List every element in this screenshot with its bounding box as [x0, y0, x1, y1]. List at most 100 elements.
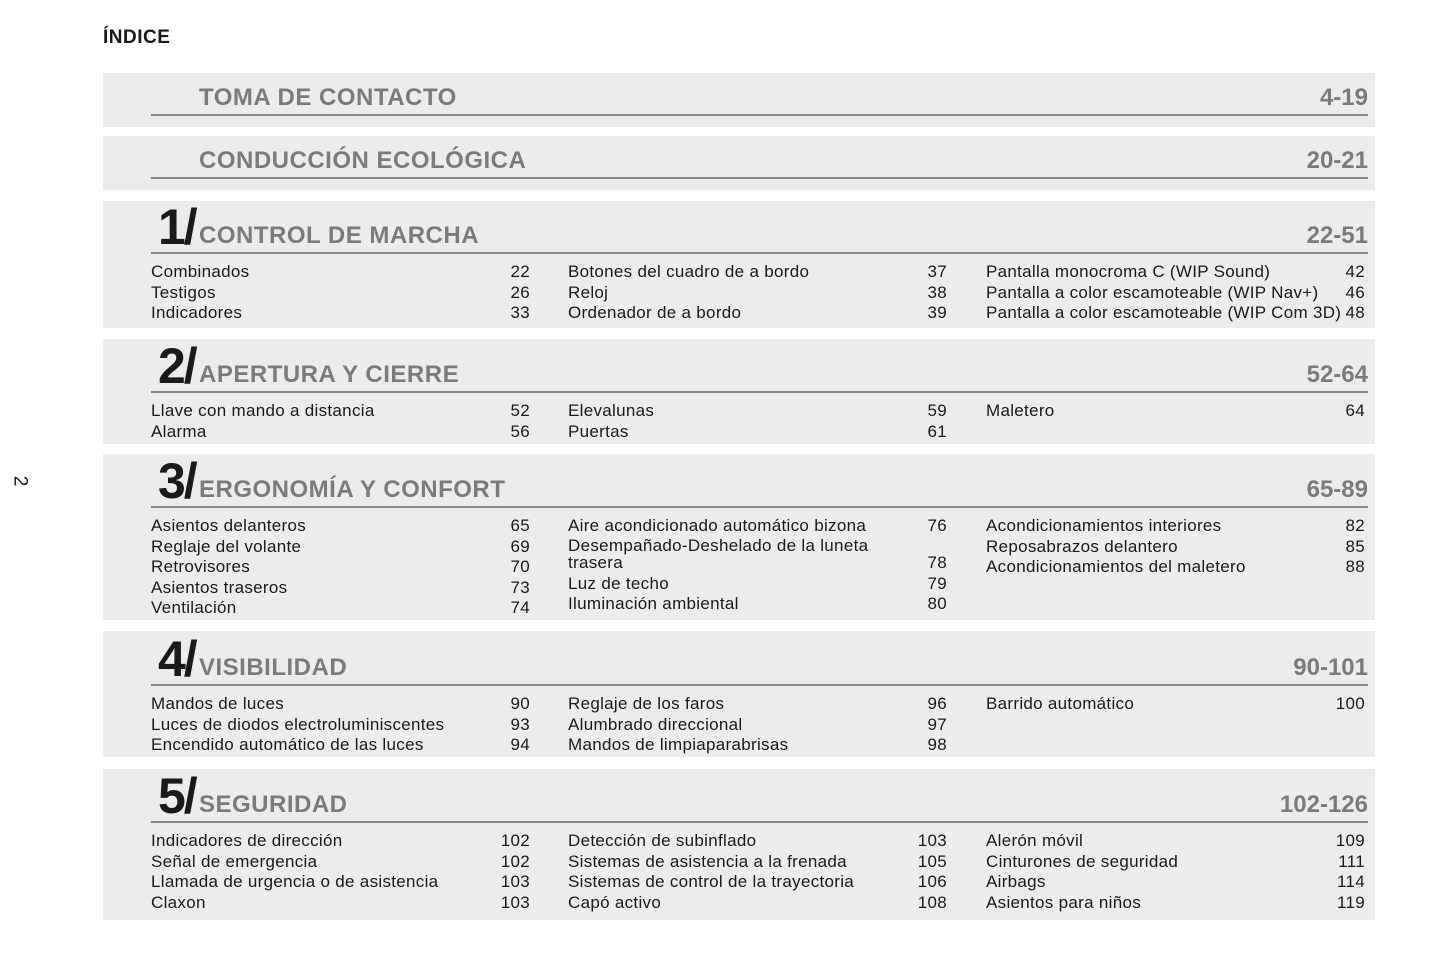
index-entry[interactable]: Reloj 38: [568, 283, 947, 304]
section-header: 1/CONTROL DE MARCHA 22-51: [151, 199, 1368, 255]
entry-label: Ordenador de a bordo: [568, 303, 742, 322]
section-title[interactable]: APERTURA Y CIERRE: [199, 361, 460, 388]
index-entry[interactable]: Maletero 64: [986, 401, 1365, 422]
index-entry[interactable]: Llamada de urgencia o de asistencia 103: [151, 872, 530, 893]
index-entry[interactable]: Puertas 61: [568, 422, 947, 443]
index-entry[interactable]: Sistemas de control de la trayectoria 106: [568, 872, 947, 893]
entry-label: Pantalla monocroma C (WIP Sound): [986, 262, 1271, 281]
index-entry[interactable]: Sistemas de asistencia a la frenada 105: [568, 852, 947, 873]
section-header: TOMA DE CONTACTO 4-19: [151, 84, 1368, 116]
section-title[interactable]: SEGURIDAD: [199, 791, 348, 818]
section-title[interactable]: CONDUCCIÓN ECOLÓGICA: [199, 147, 527, 174]
section-page-range[interactable]: 65-89: [1306, 476, 1368, 503]
index-entry[interactable]: Luz de techo 79: [568, 574, 947, 595]
index-entry[interactable]: Iluminación ambiental 80: [568, 594, 947, 615]
entry-label: Puertas: [568, 421, 629, 441]
entry-label: Elevalunas: [568, 401, 655, 420]
index-entry[interactable]: Ordenador de a bordo 39: [568, 303, 947, 324]
index-entry[interactable]: Señal de emergencia 102: [151, 852, 530, 873]
index-entry[interactable]: Detección de subinflado 103: [568, 831, 947, 852]
index-entry[interactable]: Ventilación 74: [151, 598, 530, 619]
entry-label: Alarma: [151, 421, 207, 441]
section-header: 5/SEGURIDAD 102-126: [151, 768, 1368, 824]
index-entry[interactable]: Reglaje del volante 69: [151, 537, 530, 558]
section-title[interactable]: VISIBILIDAD: [199, 654, 348, 681]
index-entry[interactable]: Barrido automático 100: [986, 694, 1365, 715]
entry-page: 82: [1345, 516, 1365, 535]
entry-page: 59: [927, 401, 947, 420]
entry-label: Pantalla a color escamoteable (WIP Com 3…: [986, 303, 1342, 322]
entry-label: Sistemas de asistencia a la frenada: [568, 851, 847, 871]
entry-label: Maletero: [986, 401, 1055, 420]
section-page-range[interactable]: 90-101: [1293, 654, 1368, 681]
index-entry[interactable]: Acondicionamientos del maletero 88: [986, 557, 1365, 578]
page-number: 2: [9, 475, 31, 487]
index-entry[interactable]: Indicadores 33: [151, 303, 530, 324]
index-entry[interactable]: Mandos de luces 90: [151, 694, 530, 715]
index-entry[interactable]: Alumbrado direccional 97: [568, 715, 947, 736]
entry-page: 52: [510, 401, 530, 420]
entry-label: Airbags: [986, 872, 1046, 891]
index-entry[interactable]: Indicadores de dirección 102: [151, 831, 530, 852]
index-entry[interactable]: Reglaje de los faros 96: [568, 694, 947, 715]
section-title[interactable]: ERGONOMÍA Y CONFORT: [199, 476, 506, 503]
index-entry[interactable]: Acondicionamientos interiores 82: [986, 516, 1365, 537]
index-entry[interactable]: Aire acondicionado automático bizona 76: [568, 516, 947, 537]
entry-label: Retrovisores: [151, 557, 251, 576]
section-page-range[interactable]: 4-19: [1319, 84, 1368, 111]
index-entry[interactable]: Luces de diodos electroluminiscentes 93: [151, 715, 530, 736]
entry-page: 90: [510, 694, 530, 713]
index-entry[interactable]: Retrovisores 70: [151, 557, 530, 578]
index-entry[interactable]: Combinados 22: [151, 262, 530, 283]
entry-label: Desempañado-Deshelado de la luneta trase…: [568, 535, 869, 572]
section-page-range[interactable]: 22-51: [1306, 222, 1368, 249]
index-entry[interactable]: Alarma 56: [151, 422, 530, 443]
index-entry[interactable]: Pantalla monocroma C (WIP Sound) 42: [986, 262, 1365, 283]
section-title[interactable]: TOMA DE CONTACTO: [199, 84, 457, 111]
index-entry[interactable]: Reposabrazos delantero 85: [986, 537, 1365, 558]
entry-page: 111: [1338, 851, 1365, 871]
section-page-range[interactable]: 20-21: [1306, 147, 1368, 174]
entry-page: 37: [927, 262, 947, 281]
index-entry[interactable]: Claxon 103: [151, 893, 530, 914]
index-entry[interactable]: Botones del cuadro de a bordo 37: [568, 262, 947, 283]
index-entry[interactable]: Mandos de limpiaparabrisas 98: [568, 735, 947, 756]
entry-page: 56: [510, 421, 530, 441]
index-entry[interactable]: Asientos traseros 73: [151, 578, 530, 599]
entry-page: 103: [500, 872, 530, 891]
index-entry[interactable]: Alerón móvil 109: [986, 831, 1365, 852]
entry-page: 119: [1336, 892, 1365, 912]
section-page-range[interactable]: 102-126: [1279, 791, 1368, 818]
entry-page: 108: [917, 892, 947, 912]
index-entry[interactable]: Elevalunas 59: [568, 401, 947, 422]
index-section: 3/ERGONOMÍA Y CONFORT 65-89 Asientos delan…: [103, 453, 1375, 620]
entry-label: Barrido automático: [986, 694, 1135, 713]
index-column: Maletero 64: [986, 401, 1365, 422]
entry-page: 76: [927, 516, 947, 535]
entry-page: 33: [510, 303, 530, 322]
entry-label: Reloj: [568, 282, 609, 302]
section-page-range[interactable]: 52-64: [1306, 361, 1368, 388]
entry-page: 100: [1335, 694, 1365, 713]
entry-label: Señal de emergencia: [151, 851, 318, 871]
entry-label: Alumbrado direccional: [568, 714, 743, 734]
index-entry[interactable]: Asientos delanteros 65: [151, 516, 530, 537]
entry-page: 61: [927, 421, 947, 441]
index-column: Barrido automático 100: [986, 694, 1365, 715]
index-entry[interactable]: Llave con mando a distancia 52: [151, 401, 530, 422]
entry-label: Indicadores: [151, 303, 243, 322]
index-entry[interactable]: Capó activo 108: [568, 893, 947, 914]
index-entry[interactable]: Airbags 114: [986, 872, 1365, 893]
index-column: Reglaje de los faros 96 Alumbrado direccio…: [568, 694, 947, 756]
entry-label: Botones del cuadro de a bordo: [568, 262, 810, 281]
index-entry[interactable]: Pantalla a color escamoteable (WIP Com 3…: [986, 303, 1365, 324]
entry-label: Alerón móvil: [986, 831, 1084, 850]
index-entry[interactable]: Asientos para niños 119: [986, 893, 1365, 914]
index-entry[interactable]: Pantalla a color escamoteable (WIP Nav+)…: [986, 283, 1365, 304]
index-entry[interactable]: Encendido automático de las luces 94: [151, 735, 530, 756]
index-entry[interactable]: Cinturones de seguridad 111: [986, 852, 1365, 873]
index-entry[interactable]: Testigos 26: [151, 283, 530, 304]
index-entry[interactable]: Desempañado-Deshelado de la luneta trase…: [568, 535, 947, 574]
index-column: Alerón móvil 109 Cinturones de seguridad 11…: [986, 831, 1365, 913]
section-title[interactable]: CONTROL DE MARCHA: [199, 222, 480, 249]
